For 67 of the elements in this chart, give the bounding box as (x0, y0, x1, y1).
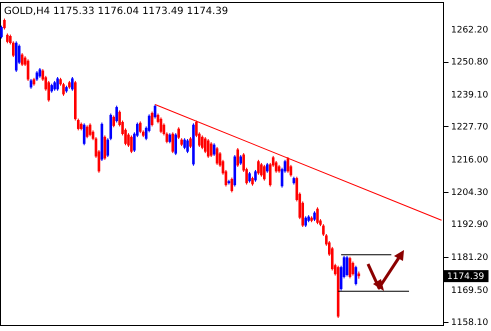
candlestick (30, 78, 32, 90)
candlestick (88, 122, 92, 137)
candlestick (210, 142, 212, 158)
text: 1174.39 (447, 272, 484, 282)
candlestick (174, 132, 178, 156)
candlestick (3, 18, 6, 30)
candlestick (6, 32, 9, 44)
candlestick (313, 210, 316, 222)
y-tick-label: 1181.20 (451, 253, 488, 264)
candlestick (154, 104, 156, 120)
candlestick (47, 80, 50, 102)
candlestick (248, 171, 251, 184)
candlestick (201, 134, 204, 150)
candlestick (0, 25, 3, 40)
candlestick (104, 134, 106, 160)
candlestick (36, 70, 38, 82)
candlestick (130, 134, 133, 154)
candlestick (260, 162, 263, 178)
candlestick (62, 82, 65, 96)
candlestick (286, 156, 290, 174)
candlestick (266, 162, 269, 174)
y-tick-label: 1216.00 (451, 155, 488, 166)
candlestick (274, 160, 278, 174)
candlestick (53, 80, 56, 92)
candlestick (216, 146, 218, 166)
candlestick (304, 216, 307, 228)
candlestick (171, 132, 174, 154)
candlestick (236, 148, 240, 168)
candlestick (38, 68, 42, 78)
candlestick (348, 256, 352, 279)
candlestick (82, 122, 86, 146)
candlestick (115, 105, 118, 123)
candlestick (112, 114, 116, 128)
candlestick (316, 206, 319, 225)
candlestick (204, 136, 207, 154)
candlestick (86, 124, 88, 139)
candlestick (257, 159, 260, 176)
candlestick (239, 154, 242, 166)
y-tick-label: 1158.10 (451, 318, 488, 328)
candlestick (189, 136, 192, 149)
y-tick-label: 1204.30 (451, 188, 488, 198)
candlestick (56, 76, 59, 92)
candlestick (71, 76, 74, 92)
candlestick (212, 142, 216, 156)
candlestick (254, 169, 257, 182)
y-tick-label: 1227.70 (451, 122, 488, 132)
candlestick (150, 111, 154, 127)
y-tick-label: 1262.20 (451, 26, 488, 36)
candlestick (160, 116, 162, 134)
candlestick (186, 138, 189, 154)
candlestick (263, 164, 266, 182)
y-tick-label: 1250.80 (451, 58, 488, 68)
candlestick (206, 138, 210, 158)
y-tick-label: 1192.90 (451, 220, 488, 230)
candlestick (20, 52, 24, 67)
candlestick (352, 261, 354, 276)
candlestick (138, 120, 142, 134)
candlestick (177, 126, 180, 140)
candlestick (346, 255, 348, 277)
chart-title: GOLD,H4 1175.33 1176.04 1173.49 1174.39 (4, 6, 228, 17)
candlestick (230, 177, 234, 193)
candlestick (168, 132, 172, 144)
y-tick-label: 1239.10 (451, 90, 488, 100)
candlestick (26, 58, 30, 82)
y-tick-label: 1169.50 (451, 286, 488, 296)
candlestick (354, 265, 358, 286)
candlestick (183, 138, 186, 150)
